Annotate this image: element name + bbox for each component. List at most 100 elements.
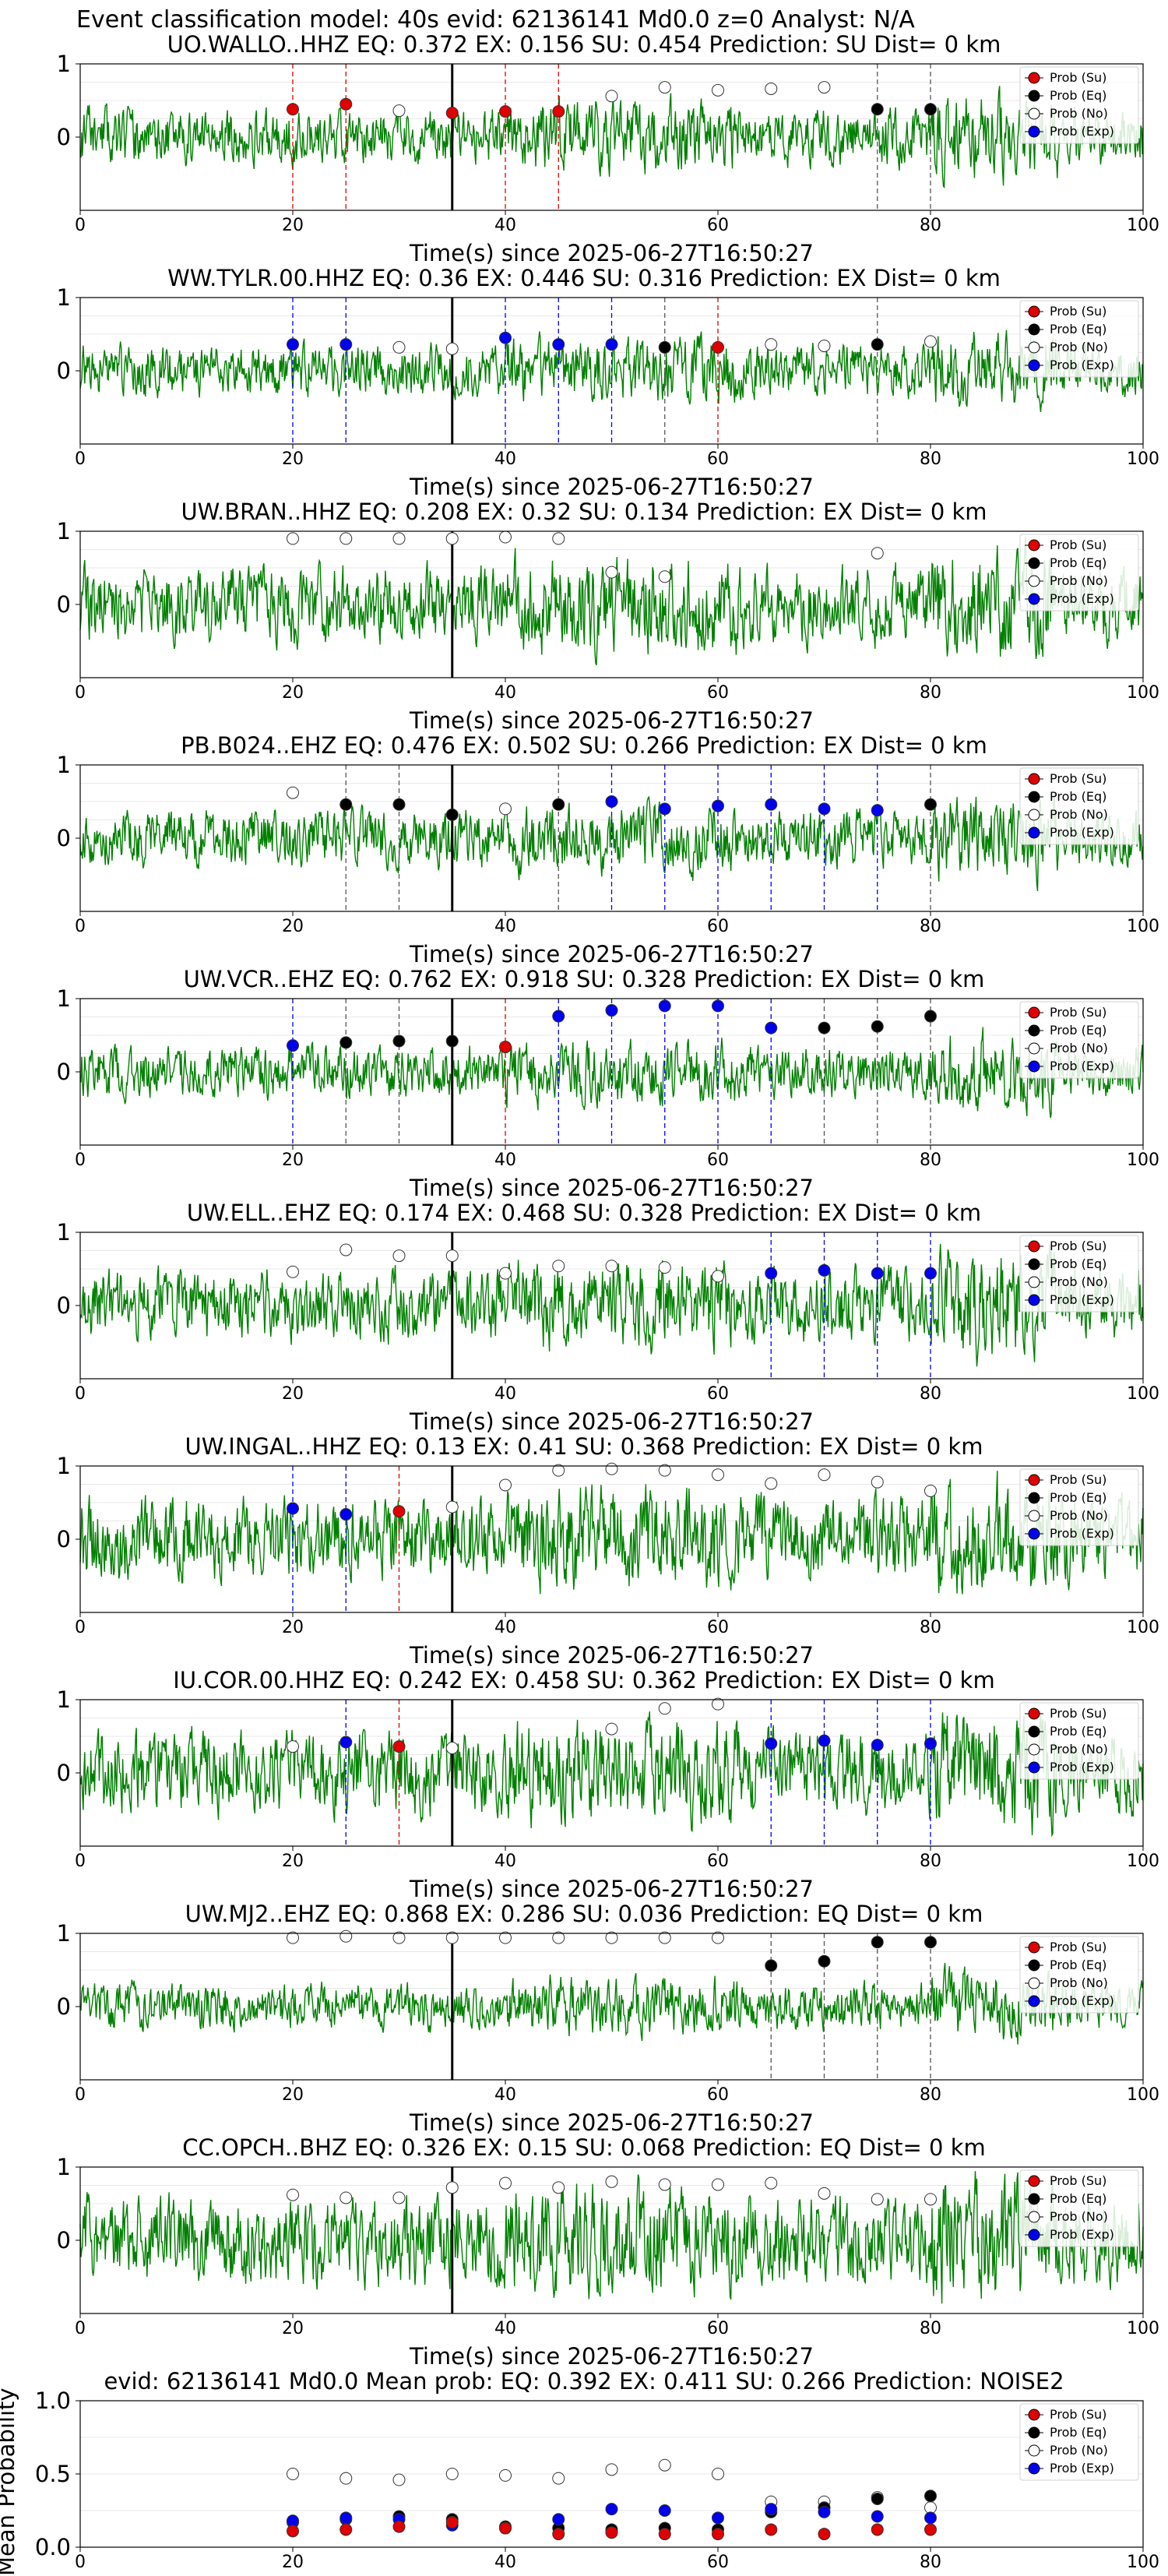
x-tick-label: 60	[707, 1384, 729, 1404]
legend-label-eq: Prob (Eq)	[1050, 322, 1106, 337]
prob-point-no	[392, 340, 406, 354]
legend-marker-no	[1028, 341, 1040, 354]
legend-label-eq: Prob (Eq)	[1050, 2191, 1106, 2206]
x-tick-label: 20	[282, 1852, 304, 1871]
legend-label-eq: Prob (Eq)	[1050, 2425, 1106, 2440]
x-tick-label: 100	[1127, 1852, 1159, 1871]
prob-point-no	[712, 1697, 724, 1711]
legend-marker-ex	[1028, 1761, 1040, 1774]
y-tick-label: 0	[57, 124, 71, 150]
prob-point-no	[339, 2191, 353, 2204]
y-tick-label: 0	[57, 1526, 71, 1552]
prob-point-eq	[552, 798, 565, 811]
y-tick-label: 1	[57, 1920, 71, 1947]
mean-point-no	[445, 2468, 459, 2480]
prob-point-ex	[924, 1267, 937, 1280]
legend: Prob (Su) Prob (Eq) Prob (No) Prob (Exp)	[1019, 2169, 1139, 2247]
x-tick-label: 20	[282, 1151, 304, 1170]
waveform-trace	[79, 537, 1144, 666]
panel-title: UW.BRAN..HHZ EQ: 0.208 EX: 0.32 SU: 0.13…	[181, 499, 987, 525]
prob-point-no	[445, 1500, 459, 1514]
panel-title: IU.COR.00.HHZ EQ: 0.242 EX: 0.458 SU: 0.…	[173, 1667, 995, 1693]
x-tick-label: 80	[920, 2085, 941, 2105]
legend-marker-eq	[1028, 1725, 1040, 1738]
y-tick-label: 0	[57, 1993, 71, 2020]
legend-label-eq: Prob (Eq)	[1050, 1023, 1106, 1038]
prob-point-no	[499, 802, 512, 816]
x-tick-label: 20	[282, 449, 304, 469]
x-axis-label: Time(s) since 2025-06-27T16:50:27	[410, 1408, 814, 1435]
x-tick-label: 0	[75, 2085, 86, 2105]
prob-point-ex	[818, 1734, 831, 1747]
panel-title: CC.OPCH..BHZ EQ: 0.326 EX: 0.15 SU: 0.06…	[182, 2134, 986, 2161]
x-tick-label: 60	[707, 2553, 729, 2572]
station-panel-0: UO.WALLO..HHZ EQ: 0.372 EX: 0.156 SU: 0.…	[0, 31, 1168, 266]
y-tick-label: 0	[57, 2227, 71, 2254]
mean-probability-panel: evid: 62136141 Md0.0 Mean prob: EQ: 0.39…	[0, 2368, 1168, 2576]
x-tick-label: 60	[707, 449, 729, 469]
legend-label-su: Prob (Su)	[1050, 1472, 1106, 1487]
legend: Prob (Su) Prob (Eq) Prob (No) Prob (Exp)	[1019, 1936, 1139, 2014]
prob-point-no	[658, 81, 671, 94]
prob-point-no	[605, 1931, 618, 1944]
legend-marker-su	[1028, 1240, 1040, 1253]
x-tick-label: 0	[75, 1618, 86, 1637]
legend-label-ex: Prob (Exp)	[1050, 1993, 1114, 2008]
mean-point-su	[287, 2525, 299, 2538]
legend-marker-su	[1028, 2409, 1040, 2421]
prob-point-no	[499, 1267, 512, 1280]
prob-point-no	[605, 566, 618, 579]
x-tick-label: 60	[707, 1618, 729, 1637]
legend-marker-su	[1028, 1707, 1040, 1720]
legend-marker-ex	[1028, 826, 1040, 839]
prob-point-no	[392, 104, 406, 118]
x-tick-label: 60	[707, 917, 729, 936]
prob-point-no	[392, 2191, 406, 2204]
y-tick-label: 1	[57, 985, 71, 1012]
station-panel-4: UW.VCR..EHZ EQ: 0.762 EX: 0.918 SU: 0.32…	[0, 966, 1168, 1201]
x-tick-label: 80	[920, 1384, 941, 1404]
legend-marker-eq	[1028, 1492, 1040, 1504]
mean-point-su	[765, 2523, 778, 2536]
panel-title: UO.WALLO..HHZ EQ: 0.372 EX: 0.156 SU: 0.…	[167, 31, 1001, 58]
x-axis-label: Time(s) since 2025-06-27T16:50:27	[410, 1642, 814, 1669]
prob-point-eq	[871, 1936, 884, 1949]
legend-marker-eq	[1028, 1258, 1040, 1270]
legend-marker-no	[1028, 809, 1040, 821]
legend-marker-no	[1028, 1743, 1040, 1756]
prob-point-no	[392, 1931, 406, 1944]
prob-point-no	[552, 1260, 565, 1273]
legend-marker-eq	[1028, 1959, 1040, 1972]
prob-point-no	[818, 340, 831, 353]
prob-point-no	[287, 786, 299, 799]
station-panel-3: PB.B024..EHZ EQ: 0.476 EX: 0.502 SU: 0.2…	[0, 732, 1168, 967]
legend-label-su: Prob (Su)	[1050, 70, 1106, 85]
prob-point-eq	[392, 1034, 406, 1048]
x-tick-label: 0	[75, 216, 86, 235]
y-tick-label: 1	[57, 284, 71, 311]
mean-point-su	[658, 2528, 671, 2541]
prob-point-ex	[712, 799, 724, 812]
x-tick-label: 60	[707, 1852, 729, 1871]
x-tick-label: 60	[707, 2085, 729, 2105]
prob-point-eq	[339, 1036, 353, 1049]
prob-point-no	[552, 2181, 565, 2194]
mean-point-no	[339, 2472, 353, 2485]
prob-point-su	[392, 1505, 406, 1518]
prob-point-no	[765, 82, 778, 95]
mean-point-no	[392, 2473, 406, 2486]
mean-point-ex	[818, 2505, 831, 2518]
prob-point-no	[287, 532, 299, 545]
legend-label-eq: Prob (Eq)	[1050, 1256, 1106, 1271]
x-tick-label: 20	[282, 2553, 304, 2572]
prob-point-no	[445, 1249, 459, 1263]
prob-point-no	[339, 1243, 353, 1256]
x-tick-label: 0	[75, 1151, 86, 1170]
legend-label-no: Prob (No)	[1050, 2209, 1108, 2224]
mean-point-ex	[924, 2511, 937, 2525]
prob-point-ex	[765, 798, 778, 811]
prob-point-no	[924, 335, 937, 348]
waveform-trace	[79, 1962, 1144, 2045]
prob-point-no	[339, 532, 353, 545]
y-tick-label: 1	[57, 1219, 71, 1246]
